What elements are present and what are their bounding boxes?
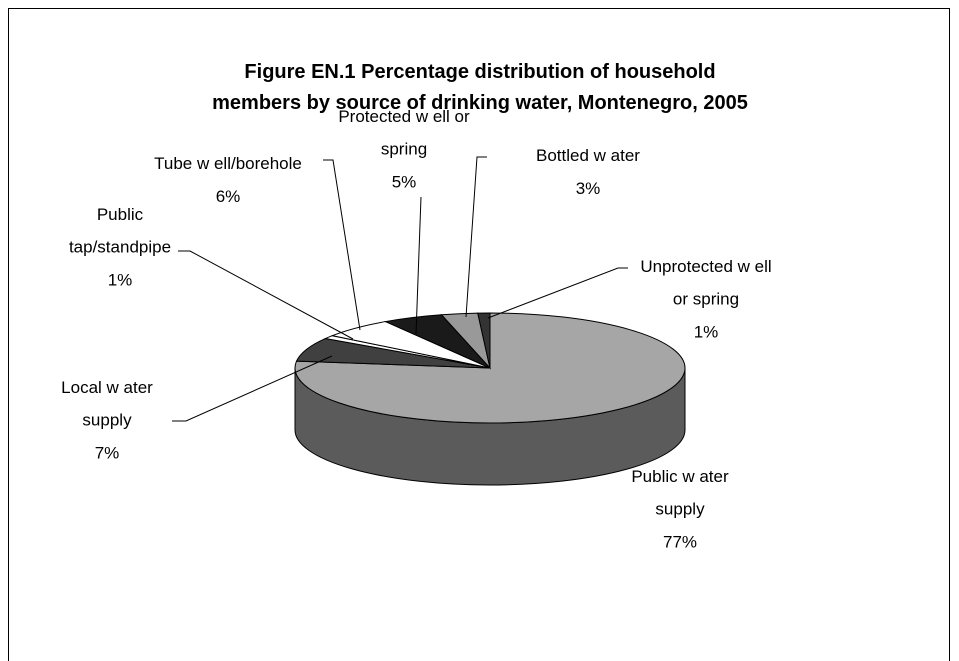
text-line: Figure EN.1 Percentage distribution of h… (244, 61, 715, 83)
slice-label: Bottled w ater (536, 146, 640, 165)
slice (294, 312, 686, 424)
leader-line (323, 159, 361, 331)
value-label: 1% (108, 270, 133, 289)
slice-label: Protected w ell or spring (338, 107, 470, 159)
text-line: or spring (673, 290, 739, 309)
slice-label: Public tap/standpipe (69, 205, 171, 257)
leader-line (172, 355, 333, 422)
chart-title: Figure EN.1 Percentage distribution of h… (212, 61, 748, 114)
value-label: 1% (694, 322, 719, 341)
leader-line (487, 267, 628, 319)
text-line: Protected w ell or (338, 107, 470, 126)
text-line: Tube w ell/borehole (154, 154, 302, 173)
text-line: supply (82, 411, 132, 430)
text-line: spring (381, 140, 427, 159)
text-line: Public (97, 205, 144, 224)
leader-line (178, 250, 354, 340)
value-label: 6% (216, 187, 241, 206)
slice-label: Local w ater supply (61, 378, 153, 430)
leader-line (415, 196, 422, 335)
slice (477, 312, 491, 369)
value-label: 5% (392, 172, 417, 191)
slice-label: Public w ater supply (631, 467, 729, 519)
text-line: Public w ater (631, 467, 729, 486)
text-line: supply (655, 500, 705, 519)
value-label: 3% (576, 179, 601, 198)
text-line: Local w ater (61, 378, 153, 397)
slice-label: Tube w ell/borehole (154, 154, 302, 173)
text-line: tap/standpipe (69, 238, 171, 257)
leader-line (465, 156, 487, 318)
value-label: 7% (95, 443, 120, 462)
value-label: 77% (663, 532, 697, 551)
slice-label: Unprotected w ell or spring (640, 257, 771, 309)
text-line: members by source of drinking water, Mon… (212, 92, 748, 114)
text-line: Bottled w ater (536, 146, 640, 165)
text-line: Unprotected w ell (640, 257, 771, 276)
